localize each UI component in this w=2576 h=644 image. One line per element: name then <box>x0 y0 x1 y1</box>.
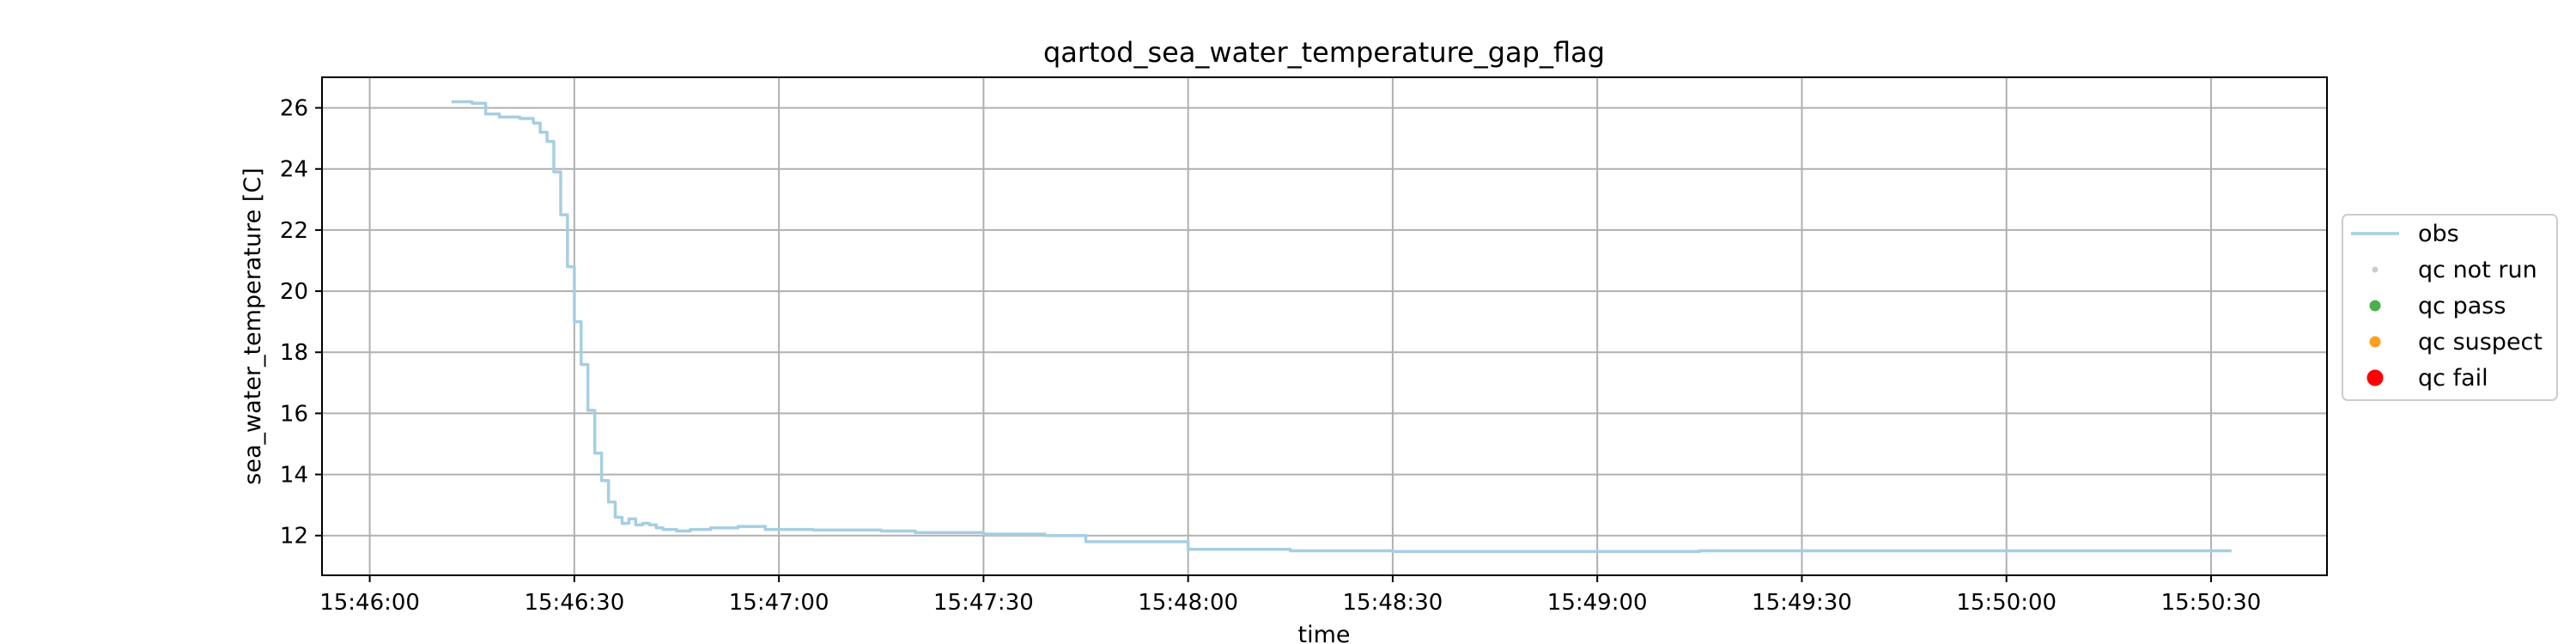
y-tick-label: 26 <box>280 96 308 122</box>
legend-marker-swatch <box>2372 266 2379 273</box>
legend-entry-label: qc fail <box>2418 365 2488 392</box>
x-tick-label: 15:47:00 <box>729 590 829 616</box>
y-tick-label: 18 <box>280 340 308 366</box>
legend-entry-label: qc pass <box>2418 293 2506 319</box>
legend-entry-label: qc not run <box>2418 257 2537 283</box>
y-axis-label: sea_water_temperature [C] <box>240 167 266 484</box>
x-axis-label: time <box>1297 622 1350 644</box>
x-tick-label: 15:48:00 <box>1138 590 1238 616</box>
x-tick-label: 15:46:00 <box>319 590 420 616</box>
y-tick-label: 16 <box>280 401 308 427</box>
y-tick-label: 12 <box>280 524 308 550</box>
y-tick-label: 22 <box>280 218 308 244</box>
legend-entry-label: obs <box>2418 221 2459 247</box>
series-line-obs <box>451 100 2232 553</box>
legend-marker-swatch <box>2369 336 2381 348</box>
legend-entry-label: qc suspect <box>2418 329 2543 355</box>
grid <box>322 77 2327 575</box>
x-tick-label: 15:50:00 <box>1956 590 2057 616</box>
legend-marker-swatch <box>2369 300 2381 312</box>
ticks: 15:46:00 15:46:30 15:47:00 15:47:30 15:48:00… <box>280 96 2261 616</box>
series-layer <box>451 100 2232 553</box>
x-tick-label: 15:47:30 <box>933 590 1034 616</box>
y-tick-label: 14 <box>280 463 308 489</box>
x-tick-label: 15:48:30 <box>1343 590 1443 616</box>
legend: obs qc not run qc pass qc suspect qc fail <box>2342 214 2558 401</box>
chart-title: qartod_sea_water_temperature_gap_flag <box>1043 36 1605 69</box>
x-tick-label: 15:49:30 <box>1752 590 1852 616</box>
plot-frame <box>321 76 2328 576</box>
legend-box <box>2342 214 2558 401</box>
x-tick-label: 15:50:30 <box>2161 590 2262 616</box>
y-tick-label: 24 <box>280 157 308 183</box>
legend-marker-swatch <box>2366 369 2384 386</box>
x-tick-label: 15:49:00 <box>1547 590 1648 616</box>
x-tick-label: 15:46:30 <box>524 590 624 616</box>
y-tick-label: 20 <box>280 279 308 305</box>
